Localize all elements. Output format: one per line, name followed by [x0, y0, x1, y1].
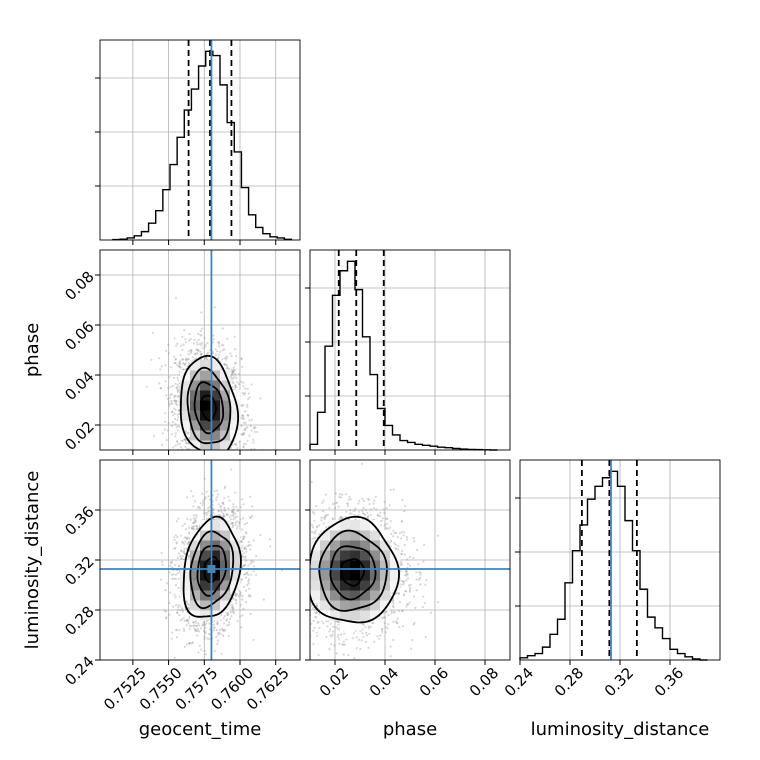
y-tick-label-luminosity_distance: 0.36 — [61, 503, 97, 539]
y-tick-label-phase: 0.08 — [61, 268, 97, 304]
joint-panel-geocent_time-luminosity_distance — [95, 459, 301, 665]
y-axis-label-phase: phase — [22, 323, 43, 377]
contour-level-1 — [329, 545, 377, 601]
x-axis-label-luminosity_distance: luminosity_distance — [531, 719, 710, 740]
contour-level-0 — [203, 556, 220, 583]
x-tick-label-phase: 0.02 — [316, 664, 352, 700]
contour-level-3 — [310, 515, 400, 624]
x-axis-label-phase: phase — [383, 719, 437, 740]
histogram-phase — [309, 260, 498, 451]
histogram-geocent_time — [112, 50, 293, 241]
contour-level-2 — [186, 366, 232, 445]
y-axis-label-luminosity_distance: luminosity_distance — [22, 471, 43, 650]
contour-level-1 — [193, 381, 225, 435]
marginal-panel-geocent_time — [95, 39, 301, 245]
joint-panel-geocent_time-phase — [95, 249, 301, 455]
panel-frame — [99, 39, 301, 241]
x-tick-label-luminosity_distance: 0.36 — [651, 664, 687, 700]
y-tick-label-luminosity_distance: 0.24 — [61, 653, 97, 689]
panel-frame — [309, 249, 511, 451]
joint-panel-phase-luminosity_distance — [305, 459, 511, 665]
contour-level-1 — [196, 544, 227, 597]
y-tick-label-phase: 0.04 — [61, 368, 97, 404]
y-tick-label-phase: 0.06 — [61, 318, 97, 354]
x-tick-label-phase: 0.06 — [416, 664, 452, 700]
marginal-panel-luminosity_distance — [515, 459, 721, 665]
x-tick-label-phase: 0.08 — [466, 664, 502, 700]
contour-level-2 — [318, 529, 388, 612]
histogram-luminosity_distance — [519, 470, 708, 661]
x-tick-label-luminosity_distance: 0.28 — [551, 664, 587, 700]
truth-marker — [207, 565, 216, 573]
y-tick-label-luminosity_distance: 0.28 — [61, 603, 97, 639]
y-tick-label-luminosity_distance: 0.32 — [61, 553, 97, 589]
panel-frame — [99, 249, 301, 451]
y-tick-label-phase: 0.02 — [61, 418, 97, 454]
x-tick-label-luminosity_distance: 0.24 — [501, 664, 537, 700]
x-axis-label-geocent_time: geocent_time — [139, 719, 262, 740]
x-tick-label-luminosity_distance: 0.32 — [601, 664, 637, 700]
contour-level-0 — [340, 558, 366, 587]
contour-level-2 — [189, 530, 235, 610]
contour-level-3 — [182, 515, 242, 618]
marginal-panel-phase — [305, 249, 511, 455]
x-tick-label-phase: 0.04 — [366, 664, 402, 700]
contour-level-3 — [179, 354, 239, 450]
